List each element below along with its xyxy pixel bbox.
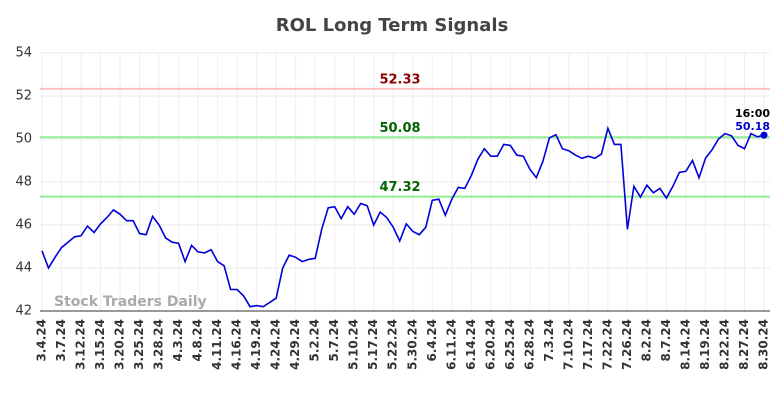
- x-tick-label: 3.4.24: [35, 319, 49, 362]
- y-tick-label: 44: [15, 261, 32, 276]
- x-tick-label: 7.10.24: [561, 319, 575, 370]
- x-tick-label: 8.27.24: [737, 319, 751, 370]
- x-tick-label: 4.11.24: [210, 319, 224, 370]
- x-tick-label: 8.19.24: [698, 319, 712, 370]
- x-tick-label: 5.22.24: [386, 319, 400, 370]
- x-tick-label: 4.3.24: [171, 319, 185, 362]
- watermark: Stock Traders Daily: [54, 294, 207, 310]
- x-tick-label: 3.20.24: [113, 319, 127, 370]
- x-tick-label: 5.2.24: [308, 319, 322, 362]
- x-tick-label: 5.30.24: [405, 319, 419, 370]
- x-tick-label: 3.12.24: [74, 319, 88, 370]
- x-tick-label: 6.28.24: [522, 319, 536, 370]
- x-tick-label: 7.3.24: [542, 319, 556, 362]
- last-time: 16:00: [735, 107, 770, 120]
- x-tick-label: 6.4.24: [425, 319, 439, 362]
- x-tick-label: 3.28.24: [152, 319, 166, 370]
- price-line: [41, 125, 765, 308]
- y-tick-label: 52: [15, 89, 32, 104]
- x-tick-label: 6.20.24: [483, 319, 497, 370]
- x-tick-label: 4.8.24: [191, 319, 205, 362]
- y-tick-label: 46: [15, 218, 32, 233]
- level-label: 50.08: [379, 121, 420, 136]
- x-tick-label: 7.26.24: [620, 319, 634, 370]
- x-tick-label: 6.11.24: [444, 319, 458, 370]
- x-tick-label: 3.15.24: [93, 319, 107, 370]
- x-tick-label: 7.22.24: [600, 319, 614, 370]
- x-tick-label: 5.17.24: [366, 319, 380, 370]
- x-tick-label: 7.17.24: [581, 319, 595, 370]
- x-tick-label: 8.22.24: [717, 319, 731, 370]
- x-tick-label: 4.19.24: [249, 319, 263, 370]
- x-tick-label: 8.30.24: [757, 319, 771, 370]
- y-tick-label: 42: [15, 304, 32, 319]
- x-tick-label: 8.7.24: [659, 319, 673, 362]
- x-tick-label: 3.25.24: [132, 319, 146, 370]
- y-tick-label: 48: [15, 175, 32, 190]
- last-value: 50.18: [735, 120, 770, 133]
- y-tick-label: 50: [15, 132, 32, 147]
- x-tick-label: 4.29.24: [288, 319, 302, 370]
- x-tick-label: 4.24.24: [269, 319, 283, 370]
- y-tick-label: 54: [15, 46, 32, 61]
- x-tick-label: 8.2.24: [639, 319, 653, 362]
- chart-title: ROL Long Term Signals: [276, 15, 509, 36]
- last-point: [760, 131, 768, 139]
- x-tick-label: 3.7.24: [54, 319, 68, 362]
- level-label: 47.32: [379, 180, 420, 195]
- x-tick-label: 4.16.24: [230, 319, 244, 370]
- x-tick-label: 8.14.24: [678, 319, 692, 370]
- level-label: 52.33: [379, 72, 420, 87]
- x-tick-label: 5.7.24: [327, 319, 341, 362]
- x-tick-label: 5.10.24: [347, 319, 361, 370]
- x-tick-label: 6.25.24: [503, 319, 517, 370]
- x-tick-label: 6.14.24: [464, 319, 478, 370]
